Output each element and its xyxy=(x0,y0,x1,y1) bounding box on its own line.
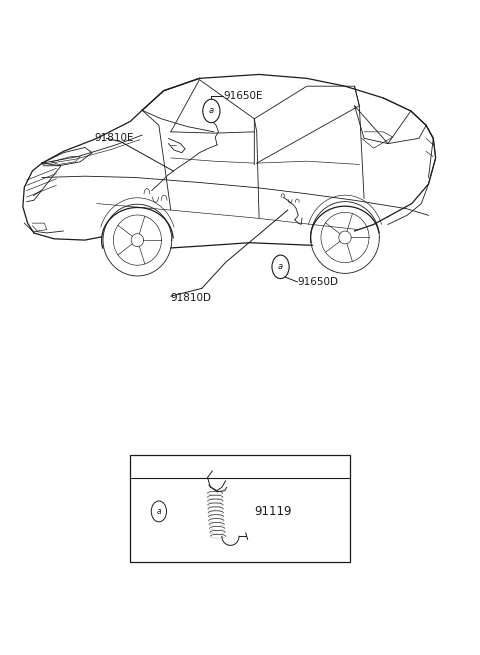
Circle shape xyxy=(203,99,220,122)
Text: 91650E: 91650E xyxy=(223,91,263,101)
Text: a: a xyxy=(278,263,283,271)
Text: a: a xyxy=(209,107,214,115)
Text: 91810E: 91810E xyxy=(95,134,134,143)
Circle shape xyxy=(272,255,289,278)
Circle shape xyxy=(151,501,167,522)
FancyBboxPatch shape xyxy=(130,455,350,562)
Text: a: a xyxy=(156,507,161,516)
Text: 91119: 91119 xyxy=(254,505,292,518)
Text: 91650D: 91650D xyxy=(297,277,338,287)
Text: 91810D: 91810D xyxy=(171,293,212,303)
